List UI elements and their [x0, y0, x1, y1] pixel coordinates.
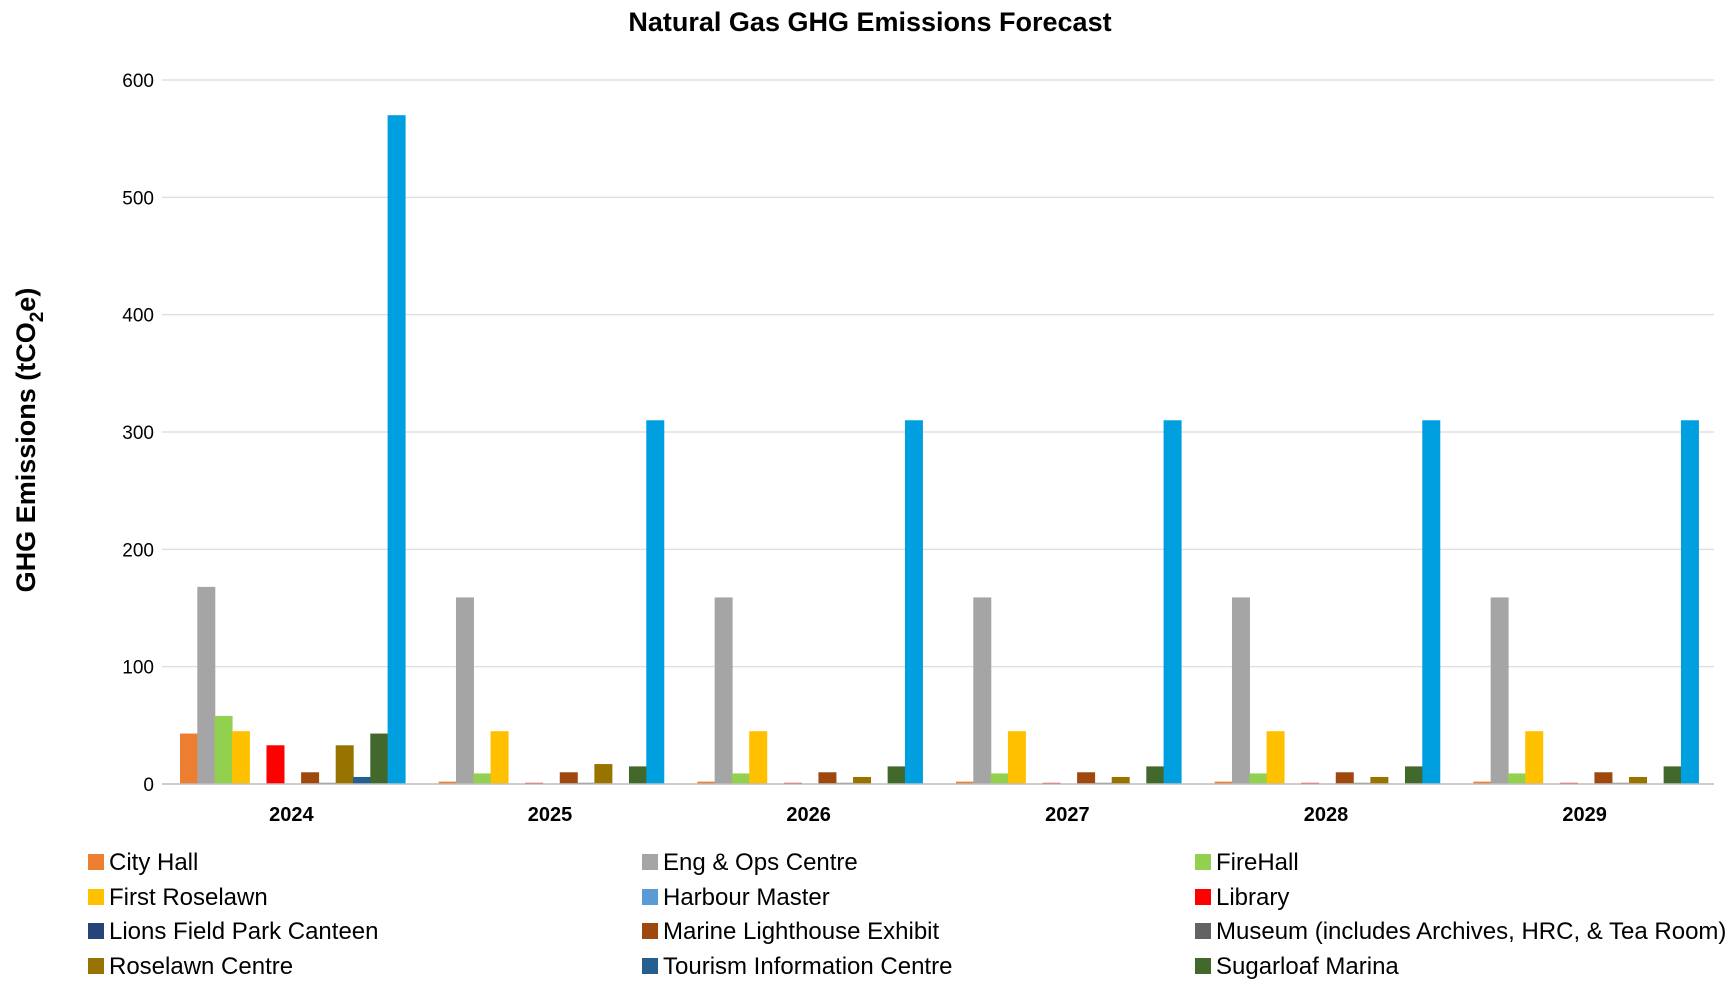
legend: City Hall Eng & Ops Centre FireHall First R… — [88, 849, 1726, 980]
bar-sugarloaf-marina-2028 — [1404, 766, 1423, 784]
legend-label: Tourism Information Centre — [663, 953, 952, 980]
bar-sugarloaf-marina-2024 — [370, 733, 389, 784]
bar-eng-ops-centre-2026 — [714, 597, 733, 784]
bar-eng-ops-centre-2025 — [455, 597, 474, 784]
bar-series-13-2026 — [904, 420, 923, 784]
legend-swatch — [88, 923, 104, 939]
legend-label: Eng & Ops Centre — [663, 849, 858, 876]
x-tick-label: 2025 — [528, 804, 573, 826]
x-tick-label: 2029 — [1562, 804, 1607, 826]
bar-marine-lighthouse-exhibit-2028 — [1335, 772, 1354, 784]
y-axis-label-prefix: GHG Emissions (tCO — [11, 322, 41, 592]
legend-label: First Roselawn — [109, 884, 268, 911]
legend-swatch — [642, 889, 658, 905]
bar-first-roselawn-2029 — [1525, 731, 1544, 784]
bar-first-roselawn-2026 — [749, 731, 768, 784]
legend-label: Sugarloaf Marina — [1216, 953, 1399, 980]
grid-lines — [162, 79, 1714, 785]
bar-roselawn-centre-2026 — [853, 776, 872, 784]
bar-sugarloaf-marina-2027 — [1146, 766, 1165, 784]
bar-series-13-2029 — [1680, 420, 1699, 784]
bar-roselawn-centre-2029 — [1629, 776, 1648, 784]
bar-first-roselawn-2028 — [1266, 731, 1285, 784]
bar-firehall-2024 — [214, 715, 233, 784]
bar-sugarloaf-marina-2025 — [628, 766, 647, 784]
bar-marine-lighthouse-exhibit-2025 — [559, 772, 578, 784]
bar-firehall-2025 — [473, 773, 492, 784]
chart-title: Natural Gas GHG Emissions Forecast — [628, 7, 1111, 37]
legend-label: Harbour Master — [663, 884, 830, 911]
legend-swatch — [1195, 889, 1211, 905]
x-tick-label: 2027 — [1045, 804, 1090, 826]
bar-roselawn-centre-2025 — [594, 764, 613, 784]
y-axis-label-subscript: 2 — [27, 312, 48, 323]
bar-city-hall-2028 — [1214, 781, 1233, 784]
legend-label: Library — [1216, 884, 1289, 911]
legend-swatch — [1195, 854, 1211, 870]
bar-sugarloaf-marina-2029 — [1663, 766, 1682, 784]
bar-city-hall-2026 — [697, 781, 716, 784]
bar-city-hall-2024 — [180, 733, 198, 784]
bar-first-roselawn-2025 — [490, 731, 509, 784]
bar-first-roselawn-2027 — [1007, 731, 1026, 784]
y-tick-label: 100 — [122, 658, 154, 679]
y-axis-label-suffix: e) — [11, 288, 41, 312]
x-tick-label: 2028 — [1304, 804, 1349, 826]
legend-label: City Hall — [109, 849, 198, 876]
bar-marine-lighthouse-exhibit-2026 — [818, 772, 837, 784]
bar-city-hall-2025 — [438, 781, 457, 784]
legend-label: Marine Lighthouse Exhibit — [663, 918, 939, 945]
bar-marine-lighthouse-exhibit-2024 — [301, 772, 320, 784]
bar-eng-ops-centre-2028 — [1231, 597, 1250, 784]
bar-city-hall-2027 — [956, 781, 974, 784]
bar-library-2024 — [266, 745, 285, 784]
x-tick-label: 2026 — [786, 804, 831, 826]
y-tick-label: 600 — [122, 71, 154, 92]
bar-marine-lighthouse-exhibit-2027 — [1077, 772, 1096, 784]
bar-firehall-2029 — [1507, 773, 1526, 784]
legend-swatch — [88, 854, 104, 870]
bar-firehall-2026 — [731, 773, 750, 784]
y-tick-label: 200 — [122, 540, 154, 561]
legend-swatch — [88, 889, 104, 905]
legend-swatch — [1195, 923, 1211, 939]
legend-label: Lions Field Park Canteen — [109, 918, 378, 945]
bar-first-roselawn-2024 — [231, 731, 250, 784]
y-tick-label: 400 — [122, 306, 154, 327]
bar-eng-ops-centre-2024 — [197, 586, 216, 784]
bar-firehall-2027 — [990, 773, 1009, 784]
bar-series-13-2024 — [387, 115, 406, 784]
bar-roselawn-centre-2028 — [1370, 776, 1389, 784]
bar-series-13-2028 — [1422, 420, 1441, 784]
bar-roselawn-centre-2024 — [335, 745, 354, 784]
legend-swatch — [642, 854, 658, 870]
bar-city-hall-2029 — [1473, 781, 1492, 784]
legend-label: FireHall — [1216, 849, 1299, 876]
bar-marine-lighthouse-exhibit-2029 — [1594, 772, 1613, 784]
x-tick-label: 2024 — [269, 804, 314, 826]
legend-label: Museum (includes Archives, HRC, & Tea Ro… — [1216, 918, 1726, 945]
bar-tourism-information-centre-2024 — [353, 776, 371, 784]
legend-swatch — [642, 958, 658, 974]
legend-label: Roselawn Centre — [109, 953, 293, 980]
y-tick-label: 500 — [122, 188, 154, 209]
axes: 0 100 200 300 400 500 600 2024 2025 2026 2027 2028 2… — [122, 71, 1714, 826]
legend-swatch — [1195, 958, 1211, 974]
bar-sugarloaf-marina-2026 — [887, 766, 906, 784]
y-tick-label: 300 — [122, 423, 154, 444]
bar-firehall-2028 — [1249, 773, 1268, 784]
y-tick-label: 0 — [143, 775, 154, 796]
bar-roselawn-centre-2027 — [1111, 776, 1130, 784]
legend-swatch — [642, 923, 658, 939]
bar-eng-ops-centre-2027 — [973, 597, 992, 784]
bars — [180, 115, 1699, 784]
bar-eng-ops-centre-2029 — [1490, 597, 1509, 784]
bar-series-13-2027 — [1163, 420, 1182, 784]
legend-swatch — [88, 958, 104, 974]
y-axis-label: GHG Emissions (tCO2e) — [11, 288, 48, 593]
bar-series-13-2025 — [646, 420, 665, 784]
